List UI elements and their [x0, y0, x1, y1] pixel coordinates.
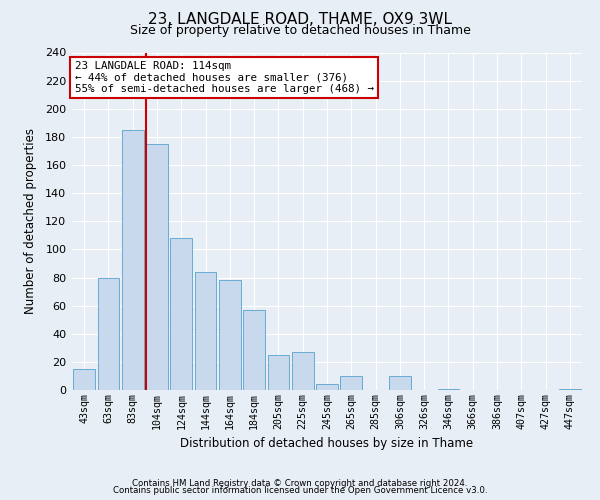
Text: Contains public sector information licensed under the Open Government Licence v3: Contains public sector information licen…	[113, 486, 487, 495]
Bar	[389, 376, 411, 390]
Text: Size of property relative to detached houses in Thame: Size of property relative to detached ho…	[130, 24, 470, 37]
Bar	[243, 310, 265, 390]
X-axis label: Distribution of detached houses by size in Thame: Distribution of detached houses by size …	[181, 437, 473, 450]
Text: 23 LANGDALE ROAD: 114sqm
← 44% of detached houses are smaller (376)
55% of semi-: 23 LANGDALE ROAD: 114sqm ← 44% of detach…	[74, 61, 374, 94]
Bar	[340, 376, 362, 390]
Bar	[122, 130, 143, 390]
Bar	[219, 280, 241, 390]
Bar	[97, 278, 119, 390]
Bar	[559, 388, 581, 390]
Bar	[268, 355, 289, 390]
Text: Contains HM Land Registry data © Crown copyright and database right 2024.: Contains HM Land Registry data © Crown c…	[132, 478, 468, 488]
Bar	[437, 388, 460, 390]
Text: 23, LANGDALE ROAD, THAME, OX9 3WL: 23, LANGDALE ROAD, THAME, OX9 3WL	[148, 12, 452, 28]
Bar	[73, 369, 95, 390]
Bar	[194, 272, 217, 390]
Y-axis label: Number of detached properties: Number of detached properties	[24, 128, 37, 314]
Bar	[146, 144, 168, 390]
Bar	[170, 238, 192, 390]
Bar	[316, 384, 338, 390]
Bar	[292, 352, 314, 390]
